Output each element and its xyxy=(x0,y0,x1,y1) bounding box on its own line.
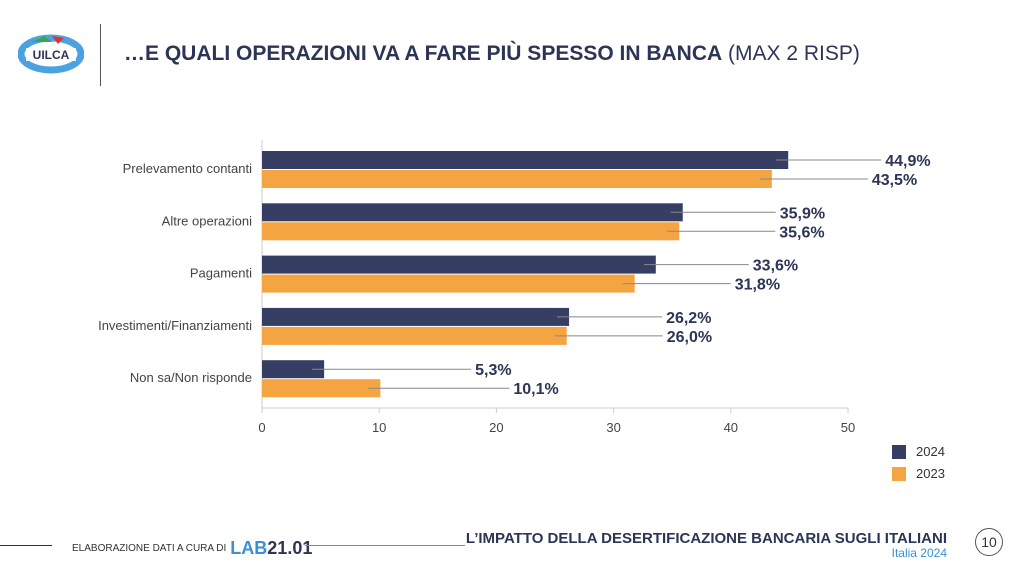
uilca-logo: UILCA xyxy=(18,34,84,74)
bar-2023 xyxy=(262,170,772,188)
data-label: 43,5% xyxy=(872,172,917,189)
bar-2023 xyxy=(262,326,567,345)
footer-subtitle: Italia 2024 xyxy=(891,546,947,560)
legend-2024: 2024 xyxy=(892,444,945,459)
data-label: 10,1% xyxy=(513,381,558,398)
bar-2024 xyxy=(262,255,656,274)
credit-text: ELABORAZIONE DATI A CURA DI xyxy=(72,543,227,554)
header-divider xyxy=(100,24,101,86)
data-label: 44,9% xyxy=(885,153,930,170)
title-bold: …E QUALI OPERAZIONI VA A FARE PIÙ SPESSO… xyxy=(124,42,723,65)
bar-2023 xyxy=(262,274,635,293)
bar-2023 xyxy=(262,222,680,241)
data-label: 26,2% xyxy=(666,310,711,327)
page-number: 10 xyxy=(975,528,1003,556)
bar-2024 xyxy=(262,360,325,379)
category-label: Non sa/Non risponde xyxy=(130,370,252,385)
x-tick-label: 50 xyxy=(841,420,855,435)
bar-2024 xyxy=(262,203,683,222)
footer-line xyxy=(305,545,465,546)
legend-label: 2024 xyxy=(916,444,945,459)
data-label: 5,3% xyxy=(475,362,511,379)
x-tick-label: 20 xyxy=(489,420,503,435)
x-tick-label: 10 xyxy=(372,420,386,435)
footer-line-left xyxy=(0,545,52,546)
bar-2023 xyxy=(262,379,381,398)
legend-label: 2023 xyxy=(916,466,945,481)
data-label: 31,8% xyxy=(735,277,780,294)
bar-2024 xyxy=(262,307,570,326)
legend-2023: 2023 xyxy=(892,466,945,481)
category-label: Investimenti/Finanziamenti xyxy=(98,318,252,333)
legend-swatch xyxy=(892,466,906,481)
data-label: 35,9% xyxy=(780,205,825,222)
x-tick-label: 40 xyxy=(724,420,738,435)
footer-title: L’IMPATTO DELLA DESERTIFICAZIONE BANCARI… xyxy=(465,530,947,547)
data-label: 26,0% xyxy=(667,329,712,346)
data-label: 33,6% xyxy=(753,258,798,275)
x-tick-label: 30 xyxy=(606,420,620,435)
category-label: Altre operazioni xyxy=(162,213,252,228)
svg-text:UILCA: UILCA xyxy=(33,48,70,62)
bar-2024 xyxy=(262,151,789,169)
lab-logo: LAB21.01 xyxy=(230,538,313,558)
legend-swatch xyxy=(892,444,906,459)
page-title: …E QUALI OPERAZIONI VA A FARE PIÙ SPESSO… xyxy=(124,42,860,66)
title-light: (MAX 2 RISP) xyxy=(722,42,860,65)
footer-credit: ELABORAZIONE DATI A CURA DI LAB21.01 xyxy=(72,538,312,559)
category-label: Prelevamento contanti xyxy=(123,161,252,176)
x-tick-label: 0 xyxy=(258,420,265,435)
data-label: 35,6% xyxy=(779,224,824,241)
category-label: Pagamenti xyxy=(190,266,252,281)
